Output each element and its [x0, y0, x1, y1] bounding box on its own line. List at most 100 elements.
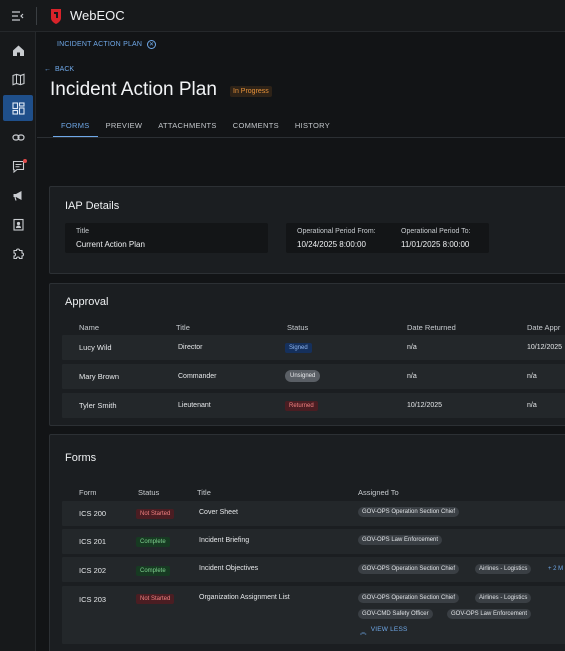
- table-row[interactable]: ICS 203 Not Started Organization Assignm…: [62, 586, 565, 644]
- iap-title-value: Current Action Plan: [76, 240, 145, 249]
- assignee-tag: GOV-OPS Law Enforcement: [447, 609, 532, 619]
- map-icon[interactable]: [3, 66, 33, 92]
- approver-name: Tyler Smith: [79, 401, 117, 410]
- col-name: Name: [79, 323, 100, 332]
- col-status: Status: [138, 488, 160, 497]
- form-id: ICS 202: [79, 566, 107, 575]
- tab-forms[interactable]: FORMS: [53, 116, 98, 138]
- sidebar: [0, 32, 36, 651]
- form-title: Cover Sheet: [199, 509, 238, 516]
- breadcrumb[interactable]: INCIDENT ACTION PLAN ✕: [57, 40, 157, 49]
- tab-history[interactable]: HISTORY: [294, 121, 331, 130]
- approver-title: Commander: [178, 373, 217, 380]
- form-id: ICS 201: [79, 537, 107, 546]
- form-id: ICS 203: [79, 595, 107, 604]
- col-assigned-to: Assigned To: [358, 488, 399, 497]
- show-more-link[interactable]: + 2 M: [548, 566, 564, 572]
- form-title: Incident Objectives: [199, 565, 259, 572]
- table-row[interactable]: Tyler Smith Lieutenant Returned 10/12/20…: [62, 393, 565, 418]
- period-from-value: 10/24/2025 8:00:00: [297, 240, 366, 249]
- status-badge: Not Started: [136, 509, 175, 519]
- arrow-left-icon: ←: [44, 66, 51, 73]
- approver-name: Mary Brown: [79, 372, 120, 381]
- iap-title-box: Title Current Action Plan: [65, 223, 268, 253]
- dashboard-icon[interactable]: [3, 95, 33, 121]
- status-badge: Complete: [136, 566, 170, 576]
- notification-dot: [23, 159, 27, 163]
- tab-attachments[interactable]: ATTACHMENTS: [158, 121, 217, 130]
- date-returned: n/a: [407, 344, 417, 351]
- table-row[interactable]: ICS 201 Complete Incident Briefing GOV-O…: [62, 529, 565, 554]
- view-less-button[interactable]: ︽ VIEW LESS: [360, 626, 408, 636]
- status-badge: Complete: [136, 537, 170, 547]
- puzzle-icon[interactable]: [3, 240, 33, 266]
- approver-title: Lieutenant: [178, 402, 211, 409]
- view-less-label: VIEW LESS: [370, 626, 408, 633]
- date-approved: 10/12/2025: [527, 344, 563, 351]
- table-row[interactable]: Mary Brown Commander Unsigned n/a n/a: [62, 364, 565, 389]
- form-title: Incident Briefing: [199, 537, 250, 544]
- assignee-tag: Airlines - Logistics: [475, 593, 532, 603]
- assignee-tag: GOV-OPS Operation Section Chief: [358, 593, 460, 603]
- table-row[interactable]: ICS 202 Complete Incident Objectives GOV…: [62, 557, 565, 582]
- tab-bar: FORMS PREVIEW ATTACHMENTS COMMENTS HISTO…: [53, 116, 338, 138]
- messages-icon[interactable]: [3, 153, 33, 179]
- status-badge: Unsigned: [285, 370, 321, 382]
- period-to-label: Operational Period To:: [401, 228, 471, 235]
- contacts-icon[interactable]: [3, 211, 33, 237]
- iap-details-heading: IAP Details: [65, 200, 120, 212]
- approver-title: Director: [178, 344, 203, 351]
- assignee-tag: Airlines - Logistics: [475, 564, 532, 574]
- assignee-tag: GOV-OPS Operation Section Chief: [358, 507, 460, 517]
- main-content: INCIDENT ACTION PLAN ✕ ← BACK Incident A…: [37, 32, 565, 651]
- period-to-value: 11/01/2025 8:00:00: [401, 240, 470, 249]
- approval-heading: Approval: [65, 296, 109, 308]
- back-label: BACK: [55, 66, 75, 73]
- col-status: Status: [287, 323, 309, 332]
- assignee-tag: GOV-CMD Safety Officer: [358, 609, 433, 619]
- iap-title-label: Title: [76, 228, 89, 235]
- forms-card: Forms Form Status Title Assigned To ICS …: [49, 434, 565, 651]
- status-badge: Signed: [285, 343, 312, 353]
- date-returned: n/a: [407, 373, 417, 380]
- iap-details-card: IAP Details Title Current Action Plan Op…: [49, 186, 565, 274]
- date-returned: 10/12/2025: [407, 402, 443, 409]
- period-from-label: Operational Period From:: [297, 228, 376, 235]
- page-title: Incident Action Plan: [50, 79, 217, 100]
- approval-card: Approval Name Title Status Date Returned…: [49, 283, 565, 426]
- date-approved: n/a: [527, 373, 537, 380]
- assignee-tag: GOV-OPS Law Enforcement: [358, 535, 443, 545]
- date-approved: n/a: [527, 402, 537, 409]
- back-button[interactable]: ← BACK: [44, 66, 74, 73]
- home-icon[interactable]: [3, 37, 33, 63]
- form-id: ICS 200: [79, 509, 107, 518]
- status-badge: In Progress: [230, 86, 272, 97]
- breadcrumb-label[interactable]: INCIDENT ACTION PLAN: [57, 41, 143, 48]
- close-circle-icon[interactable]: ✕: [147, 40, 157, 49]
- tab-comments[interactable]: COMMENTS: [232, 121, 279, 130]
- col-form: Form: [79, 488, 97, 497]
- col-date-returned: Date Returned: [407, 323, 456, 332]
- col-title: Title: [176, 323, 190, 332]
- tab-preview[interactable]: PREVIEW: [105, 121, 143, 130]
- status-badge: Not Started: [136, 594, 175, 604]
- divider: [36, 6, 37, 25]
- megaphone-icon[interactable]: [3, 182, 33, 208]
- app-title: WebEOC: [70, 8, 125, 23]
- col-date-approved: Date Appr: [527, 323, 561, 332]
- status-badge: Returned: [285, 401, 318, 411]
- tab-divider: [37, 137, 565, 138]
- approver-name: Lucy Wild: [79, 343, 112, 352]
- operational-period-box: Operational Period From: 10/24/2025 8:00…: [286, 223, 489, 253]
- forms-heading: Forms: [65, 452, 97, 464]
- col-title: Title: [197, 488, 211, 497]
- collapse-menu-icon[interactable]: [0, 0, 36, 32]
- link-icon[interactable]: [3, 124, 33, 150]
- webeoc-logo-icon: [51, 8, 61, 24]
- top-bar: WebEOC: [0, 0, 565, 32]
- chevron-up-icon: ︽: [360, 629, 367, 636]
- table-row[interactable]: ICS 200 Not Started Cover Sheet GOV-OPS …: [62, 501, 565, 526]
- table-row[interactable]: Lucy Wild Director Signed n/a 10/12/2025: [62, 335, 565, 360]
- form-title: Organization Assignment List: [199, 594, 290, 601]
- assignee-tag: GOV-OPS Operation Section Chief: [358, 564, 460, 574]
